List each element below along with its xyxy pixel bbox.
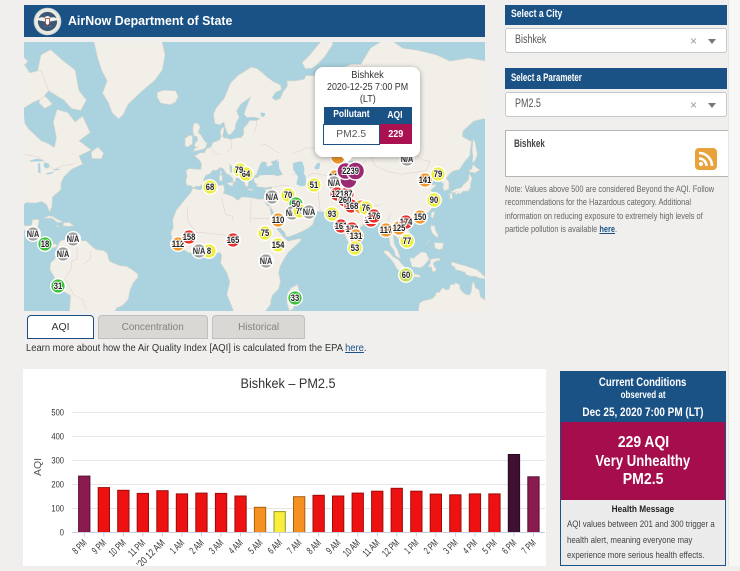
svg-text:AQI: AQI: [32, 458, 44, 476]
svg-text:53: 53: [351, 243, 359, 253]
svg-text:N/A: N/A: [286, 208, 299, 218]
svg-text:110: 110: [272, 215, 285, 225]
svg-text:1 PM: 1 PM: [403, 538, 422, 557]
svg-text:176: 176: [368, 211, 381, 221]
svg-text:200: 200: [51, 480, 64, 491]
svg-text:2 AM: 2 AM: [188, 538, 207, 557]
svg-text:7 PM: 7 PM: [520, 538, 539, 557]
svg-text:0: 0: [60, 528, 64, 539]
svg-text:79: 79: [434, 169, 442, 179]
svg-text:8: 8: [207, 246, 211, 256]
svg-text:100: 100: [51, 504, 64, 515]
svg-text:174: 174: [400, 217, 413, 227]
svg-text:8 PM: 8 PM: [71, 538, 90, 557]
svg-text:N/A: N/A: [303, 207, 316, 217]
svg-text:3 PM: 3 PM: [442, 538, 461, 557]
svg-text:500: 500: [51, 408, 64, 419]
svg-text:154: 154: [272, 240, 285, 250]
svg-text:70: 70: [284, 190, 292, 200]
svg-text:93: 93: [328, 209, 336, 219]
svg-text:6 AM: 6 AM: [266, 538, 285, 557]
svg-text:125: 125: [393, 223, 406, 233]
svg-text:N/A: N/A: [266, 192, 279, 202]
svg-text:31: 31: [54, 281, 62, 291]
svg-text:N/A: N/A: [193, 246, 206, 256]
svg-text:10 AM: 10 AM: [341, 538, 363, 560]
svg-text:141: 141: [419, 175, 432, 185]
svg-text:7 AM: 7 AM: [285, 538, 304, 557]
svg-text:N/A: N/A: [67, 234, 80, 244]
svg-text:N/A: N/A: [328, 178, 341, 188]
svg-text:6 PM: 6 PM: [500, 538, 519, 557]
svg-text:112: 112: [172, 239, 185, 249]
svg-text:51: 51: [310, 180, 318, 190]
svg-text:60: 60: [402, 270, 410, 280]
svg-text:76: 76: [362, 203, 370, 213]
svg-text:300: 300: [51, 456, 64, 467]
svg-text:260: 260: [339, 195, 352, 205]
svg-text:Bishkek – PM2.5: Bishkek – PM2.5: [241, 376, 336, 391]
svg-text:9 AM: 9 AM: [325, 538, 344, 557]
svg-text:N/A: N/A: [57, 249, 70, 259]
svg-text:5 AM: 5 AM: [246, 538, 265, 557]
svg-text:1 AM: 1 AM: [168, 538, 187, 557]
svg-text:10 PM: 10 PM: [107, 538, 129, 560]
svg-text:9 PM: 9 PM: [90, 538, 109, 557]
svg-text:2239: 2239: [342, 166, 359, 176]
svg-text:68: 68: [206, 182, 214, 192]
svg-text:400: 400: [51, 432, 64, 443]
svg-text:79: 79: [235, 165, 243, 175]
svg-text:5 PM: 5 PM: [481, 538, 500, 557]
svg-text:79: 79: [296, 206, 304, 216]
svg-text:165: 165: [227, 235, 240, 245]
svg-text:33: 33: [291, 293, 299, 303]
svg-text:117: 117: [380, 225, 393, 235]
svg-text:4 AM: 4 AM: [227, 538, 246, 557]
svg-text:131: 131: [350, 231, 363, 241]
svg-text:75: 75: [261, 228, 269, 238]
svg-text:12 PM: 12 PM: [380, 538, 402, 560]
svg-text:8 AM: 8 AM: [305, 538, 324, 557]
svg-text:150: 150: [414, 212, 427, 222]
svg-text:N/A: N/A: [401, 154, 414, 164]
svg-text:64: 64: [242, 169, 250, 179]
svg-text:3 AM: 3 AM: [207, 538, 226, 557]
svg-text:77: 77: [403, 236, 411, 246]
svg-text:4 PM: 4 PM: [461, 538, 480, 557]
svg-text:90: 90: [430, 195, 438, 205]
svg-text:N/A: N/A: [27, 229, 40, 239]
svg-text:12187: 12187: [332, 189, 353, 199]
svg-text:N/A: N/A: [260, 256, 273, 266]
svg-text:18: 18: [41, 239, 49, 249]
svg-text:50: 50: [292, 199, 300, 209]
svg-text:11 AM: 11 AM: [361, 538, 383, 560]
svg-text:2 PM: 2 PM: [422, 538, 441, 557]
svg-text:158: 158: [183, 232, 196, 242]
svg-text:168: 168: [346, 201, 359, 211]
